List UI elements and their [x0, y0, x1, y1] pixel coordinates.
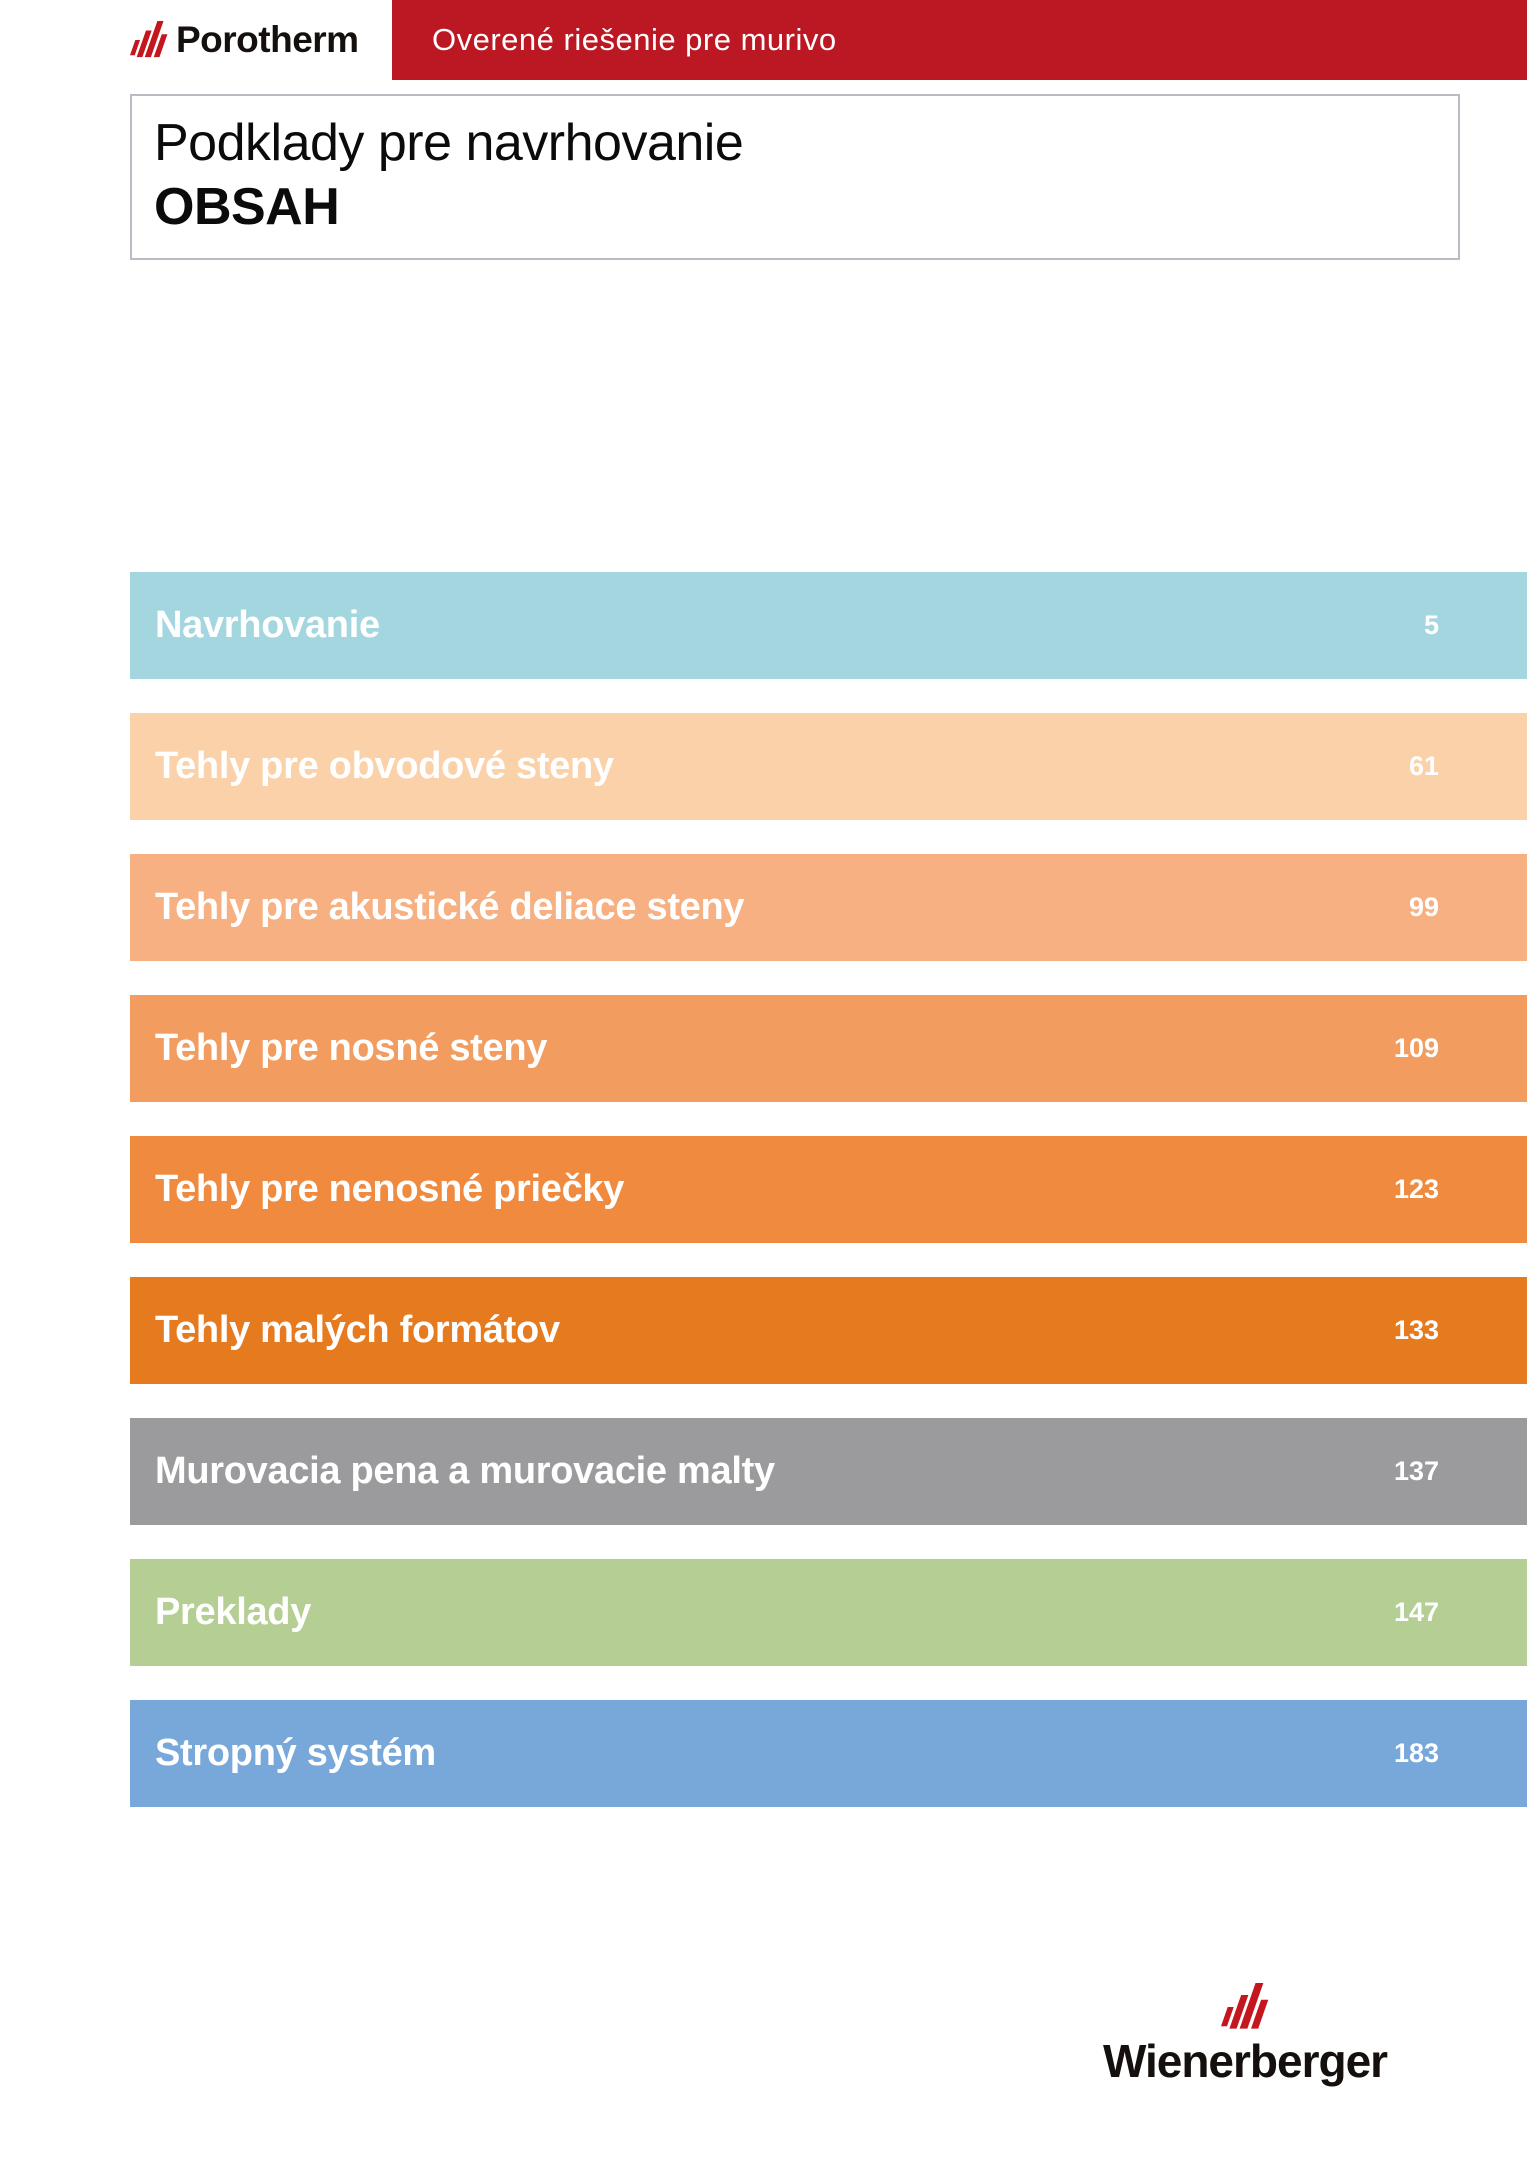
toc-item-page: 109: [1393, 1033, 1439, 1063]
toc-item-label: Navrhovanie: [155, 604, 380, 646]
toc-item-page: 61: [1408, 751, 1439, 781]
banner-slogan: Overené riešenie pre murivo: [432, 22, 837, 57]
toc-item[interactable]: Preklady 147: [130, 1559, 1527, 1666]
wienerberger-logo: Wienerberger: [1085, 1982, 1405, 2088]
toc-item[interactable]: Tehly pre akustické deliace steny 99: [130, 854, 1527, 961]
toc-item-label: Tehly pre obvodové steny: [155, 745, 614, 787]
wienerberger-wordmark: Wienerberger: [1102, 2035, 1388, 2087]
toc-item-page: 99: [1408, 892, 1439, 922]
toc-item-label: Tehly pre nosné steny: [155, 1027, 548, 1069]
toc-item-label: Preklady: [155, 1591, 312, 1633]
toc-item-page: 123: [1393, 1174, 1439, 1204]
contents-heading: OBSAH: [154, 178, 340, 236]
toc-item-page: 137: [1393, 1456, 1439, 1486]
title-box: Podklady pre navrhovanie OBSAH: [130, 94, 1460, 260]
toc-item-label: Tehly pre nenosné priečky: [155, 1168, 625, 1210]
toc-list: Navrhovanie 5 Tehly pre obvodové steny 6…: [130, 572, 1527, 1841]
porotherm-logo: Porotherm: [130, 0, 359, 80]
toc-item[interactable]: Murovacia pena a murovacie malty 137: [130, 1418, 1527, 1525]
toc-item-label: Stropný systém: [155, 1732, 436, 1774]
flame-icon: [1085, 1982, 1405, 2032]
header-banner: Overené riešenie pre murivo: [392, 0, 1527, 80]
toc-item[interactable]: Tehly malých formátov 133: [130, 1277, 1527, 1384]
toc-item-page: 5: [1423, 610, 1439, 640]
toc-item-page: 183: [1393, 1738, 1439, 1768]
flame-icon: [130, 19, 168, 61]
toc-item[interactable]: Tehly pre nenosné priečky 123: [130, 1136, 1527, 1243]
toc-item[interactable]: Tehly pre nosné steny 109: [130, 995, 1527, 1102]
porotherm-wordmark: Porotherm: [176, 19, 359, 60]
toc-item-page: 147: [1393, 1597, 1439, 1627]
toc-item-page: 133: [1393, 1315, 1439, 1345]
toc-item-label: Murovacia pena a murovacie malty: [155, 1450, 775, 1492]
toc-item[interactable]: Stropný systém 183: [130, 1700, 1527, 1807]
page-header: Porotherm Overené riešenie pre murivo: [0, 0, 1527, 80]
toc-item-label: Tehly pre akustické deliace steny: [155, 886, 745, 928]
document-title: Podklady pre navrhovanie: [154, 114, 744, 172]
toc-item-label: Tehly malých formátov: [155, 1309, 560, 1351]
toc-item[interactable]: Tehly pre obvodové steny 61: [130, 713, 1527, 820]
toc-item[interactable]: Navrhovanie 5: [130, 572, 1527, 679]
